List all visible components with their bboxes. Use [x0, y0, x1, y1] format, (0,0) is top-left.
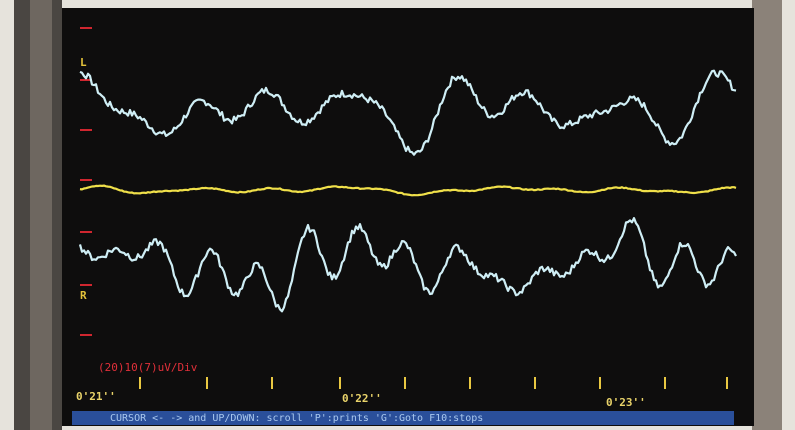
status-text: CURSOR <- -> and UP/DOWN: scroll 'P':pri… [110, 413, 483, 424]
screen [62, 8, 754, 426]
scale-label: (20)10(7)uV/Div [98, 361, 198, 374]
scale-ticks [80, 27, 728, 389]
trace [79, 69, 737, 156]
time-label: 0'22'' [342, 392, 382, 405]
time-label: 0'21'' [76, 390, 116, 403]
channel-label: R [80, 289, 87, 302]
trace [78, 217, 737, 313]
channel-label: L [80, 56, 87, 69]
right-bezel [752, 0, 782, 430]
traces [78, 69, 737, 313]
trace [79, 184, 737, 197]
status-bar [72, 411, 734, 425]
time-label: 0'23'' [606, 396, 646, 409]
left-bezel-edge [30, 0, 52, 430]
